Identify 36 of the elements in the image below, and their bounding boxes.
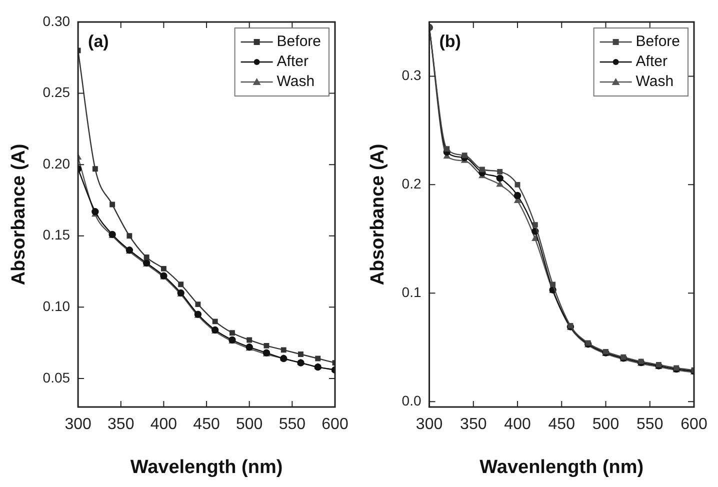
x-tick-label: 350 xyxy=(108,416,134,434)
x-tick-label: 300 xyxy=(64,416,92,434)
legend-label: Before xyxy=(276,33,322,50)
legend-label: After xyxy=(636,53,668,70)
legend-label: Before xyxy=(636,33,680,50)
legend-label: Wash xyxy=(276,73,315,90)
x-tick-label: 550 xyxy=(636,416,664,434)
x-tick-label: 450 xyxy=(193,416,220,434)
y-tick-label: 0.2 xyxy=(402,176,422,192)
x-tick-label: 600 xyxy=(322,416,348,434)
y-tick-label: 0.3 xyxy=(402,67,422,84)
x-tick-label: 300 xyxy=(416,416,443,434)
y-tick-label: 0.0 xyxy=(402,392,422,408)
y-tick-label: 0.30 xyxy=(42,12,70,29)
x-tick-label: 400 xyxy=(504,416,531,434)
y-tick-label: 0.25 xyxy=(42,84,70,100)
y-tick-label: 0.1 xyxy=(402,284,422,300)
annotation: (b) xyxy=(439,32,461,52)
y-tick-label: 0.05 xyxy=(42,369,70,386)
x-axis-title: Wavelength (nm) xyxy=(130,456,283,478)
y-axis-title: Absorbance (A) xyxy=(368,144,389,286)
legend-label: After xyxy=(276,53,308,70)
y-tick-label: 0.20 xyxy=(42,155,70,172)
x-tick-label: 450 xyxy=(548,416,576,434)
y-tick-label: 0.10 xyxy=(42,298,70,314)
y-tick-label: 0.15 xyxy=(42,226,70,243)
legend-label: Wash xyxy=(636,73,674,90)
x-axis-title: Wavenlength (nm) xyxy=(480,456,644,478)
y-axis-title: Absorbance (A) xyxy=(8,144,30,286)
x-tick-label: 550 xyxy=(278,416,306,434)
x-tick-label: 500 xyxy=(236,416,263,434)
x-tick-label: 400 xyxy=(150,416,178,434)
x-tick-label: 600 xyxy=(680,416,708,434)
annotation: (a) xyxy=(88,32,109,52)
x-tick-label: 350 xyxy=(460,416,487,434)
x-tick-label: 500 xyxy=(592,416,620,434)
